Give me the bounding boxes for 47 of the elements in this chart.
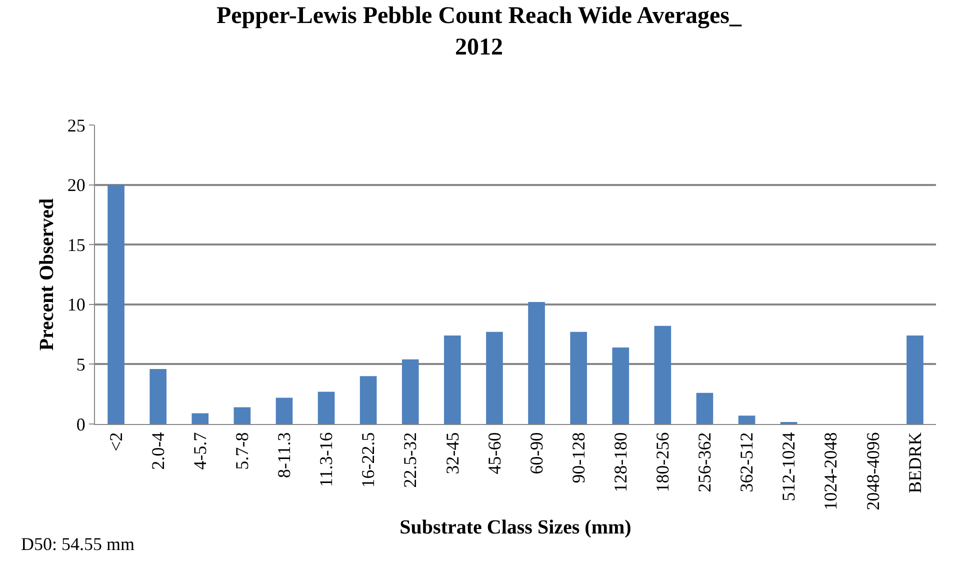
x-tick-label: 2048-4096 [862, 432, 883, 510]
y-tick-label: 20 [67, 175, 86, 196]
x-axis-title: Substrate Class Sizes (mm) [400, 516, 632, 539]
x-tick-label: 2.0-4 [148, 432, 168, 470]
x-tick-label: 45-60 [484, 432, 504, 474]
x-tick-label: 256-362 [694, 432, 715, 492]
bar [906, 336, 924, 424]
bar [612, 347, 630, 424]
y-tick-label: 0 [76, 414, 86, 434]
chart-title: Pepper-Lewis Pebble Count Reach Wide Averages_ 2012 [216, 3, 743, 60]
bar [402, 359, 419, 424]
bar [192, 413, 209, 424]
text: D50: 54.55 mm [21, 534, 135, 554]
bar [696, 392, 714, 424]
y-axis-title: Precent Observed [36, 198, 58, 351]
bar [234, 407, 251, 424]
x-tick-label: BEDRK [904, 432, 925, 494]
x-tick-label: 5.7-8 [232, 432, 252, 470]
x-tick-label: 362-512 [736, 432, 757, 492]
bar [108, 184, 124, 424]
x-tick-label: 11.3-16 [316, 432, 336, 488]
bar [360, 376, 377, 424]
bar [486, 332, 503, 424]
x-tick-label: 180-256 [652, 432, 673, 492]
x-tick-label: 60-90 [526, 432, 546, 474]
bar [150, 368, 166, 424]
x-tick-label: 8-11.3 [274, 432, 294, 478]
bar [276, 398, 293, 424]
x-tick-label: 4-5.7 [190, 432, 210, 470]
bar [528, 302, 545, 424]
bar [738, 416, 756, 424]
y-tick-label: 25 [67, 115, 86, 136]
x-tick-label: 512-1024 [778, 432, 799, 502]
bar [444, 336, 461, 424]
x-tick-label: 22.5-32 [400, 432, 420, 488]
bar [318, 392, 335, 424]
y-tick-label: 5 [76, 354, 86, 374]
x-tick-label: 128-180 [610, 432, 630, 492]
x-tick-label: 32-45 [442, 432, 462, 474]
bar [570, 332, 587, 424]
y-tick-label: 15 [67, 234, 86, 255]
x-tick-label: <2 [106, 432, 126, 452]
y-tick-label: 10 [67, 294, 86, 315]
x-tick-label: 90-128 [568, 432, 588, 484]
x-tick-label: 16-22.5 [358, 432, 378, 488]
x-tick-label: 1024-2048 [820, 432, 841, 510]
bar [654, 326, 672, 424]
